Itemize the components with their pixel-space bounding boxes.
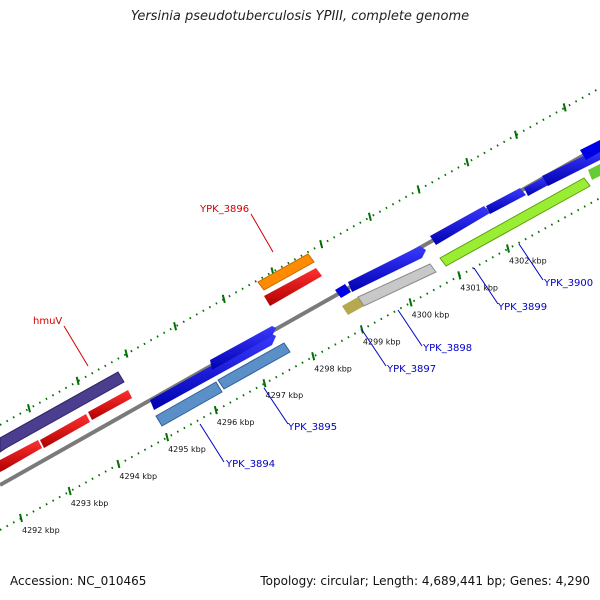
gene-lightgray[interactable] xyxy=(357,263,437,307)
label-YPK_3896[interactable]: YPK_3896 xyxy=(199,204,249,215)
inner-major-tick xyxy=(116,459,121,469)
leader-YPK_3896 xyxy=(250,213,274,253)
gene-hmuV[interactable] xyxy=(0,371,125,453)
leader-YPK_3897 xyxy=(361,329,387,367)
gene-forward-3[interactable] xyxy=(348,246,426,292)
inner-major-tick xyxy=(359,325,364,334)
inner-major-tick xyxy=(457,271,462,280)
tick-label: 4296 kbp xyxy=(217,418,255,427)
tick-labels: 4292 kbp 4293 kbp 4294 kbp 4295 kbp 4296 kbp… xyxy=(22,256,547,534)
inner-major-tick xyxy=(213,405,218,415)
gene-forward-4[interactable] xyxy=(430,206,490,245)
gene-lime[interactable] xyxy=(439,177,591,267)
inner-major-tick xyxy=(67,486,72,496)
label-YPK_3898[interactable]: YPK_3898 xyxy=(422,343,472,354)
tick-label: 4298 kbp xyxy=(314,364,352,373)
inner-major-ticks xyxy=(19,244,510,523)
label-hmuV[interactable]: hmuV xyxy=(33,316,62,327)
outer-major-tick xyxy=(514,130,518,139)
gene-YPK_3896-orange[interactable] xyxy=(257,253,315,291)
forward-genes xyxy=(0,140,600,453)
leader-YPK_3900 xyxy=(518,243,544,281)
tick-label: 4295 kbp xyxy=(168,445,206,454)
label-YPK_3899[interactable]: YPK_3899 xyxy=(497,302,547,313)
tick-label: 4293 kbp xyxy=(71,499,109,508)
gene-forward-1[interactable] xyxy=(150,333,276,410)
tick-label: 4301 kbp xyxy=(460,283,498,292)
inner-major-tick xyxy=(506,244,510,253)
label-YPK_3895[interactable]: YPK_3895 xyxy=(287,422,337,433)
genome-summary-text: Topology: circular; Length: 4,689,441 bp… xyxy=(260,574,590,588)
outer-major-tick xyxy=(367,212,372,222)
leader-hmuV xyxy=(63,325,89,367)
outer-major-tick xyxy=(124,349,129,358)
gene-red-left-1[interactable] xyxy=(0,440,42,472)
gene-label-leaders xyxy=(63,213,544,463)
leader-YPK_3895 xyxy=(263,387,289,425)
outer-major-tick xyxy=(173,321,178,331)
label-YPK_3900[interactable]: YPK_3900 xyxy=(543,278,593,289)
outer-major-tick xyxy=(416,185,421,194)
outer-major-tick xyxy=(465,157,470,167)
tick-label: 4302 kbp xyxy=(509,256,547,265)
gene-lime-2[interactable] xyxy=(588,164,600,180)
inner-major-tick xyxy=(19,513,23,523)
gene-forward-8[interactable] xyxy=(580,140,600,160)
outer-major-tick xyxy=(75,376,80,386)
outer-major-tick xyxy=(562,103,567,112)
leader-YPK_3894 xyxy=(199,423,225,463)
label-YPK_3897[interactable]: YPK_3897 xyxy=(386,364,436,375)
tick-label: 4294 kbp xyxy=(119,472,157,481)
tick-label: 4297 kbp xyxy=(266,391,304,400)
label-YPK_3894[interactable]: YPK_3894 xyxy=(225,459,275,470)
inner-tick-ring xyxy=(0,197,600,531)
tick-label: 4292 kbp xyxy=(22,526,60,535)
outer-major-tick xyxy=(221,294,226,304)
leader-YPK_3899 xyxy=(473,267,499,305)
tick-label: 4299 kbp xyxy=(363,337,401,346)
second-row-genes xyxy=(0,164,600,472)
inner-major-tick xyxy=(262,378,267,388)
gene-forward-2[interactable] xyxy=(210,326,276,370)
inner-major-tick xyxy=(165,432,170,442)
gene-red-left-3[interactable] xyxy=(88,390,132,420)
gene-red-YPK_3896[interactable] xyxy=(264,268,322,306)
gene-olive[interactable] xyxy=(342,297,364,315)
gene-forward-5[interactable] xyxy=(486,188,526,214)
gene-red-left-2[interactable] xyxy=(40,414,90,448)
outer-major-tick xyxy=(27,404,31,413)
outer-major-tick xyxy=(319,239,324,249)
gene-steelblue-2[interactable] xyxy=(217,342,291,390)
map-title: Yersinia pseudotuberculosis YPIII, compl… xyxy=(130,9,470,24)
inner-major-tick xyxy=(408,298,413,307)
outer-major-ticks xyxy=(27,103,567,413)
gene-steelblue-1[interactable] xyxy=(155,381,223,427)
gene-forward-small[interactable] xyxy=(335,284,351,298)
tick-label: 4300 kbp xyxy=(412,310,450,319)
inner-major-tick xyxy=(311,352,316,361)
leader-YPK_3898 xyxy=(397,309,423,347)
accession-text: Accession: NC_010465 xyxy=(10,574,147,588)
